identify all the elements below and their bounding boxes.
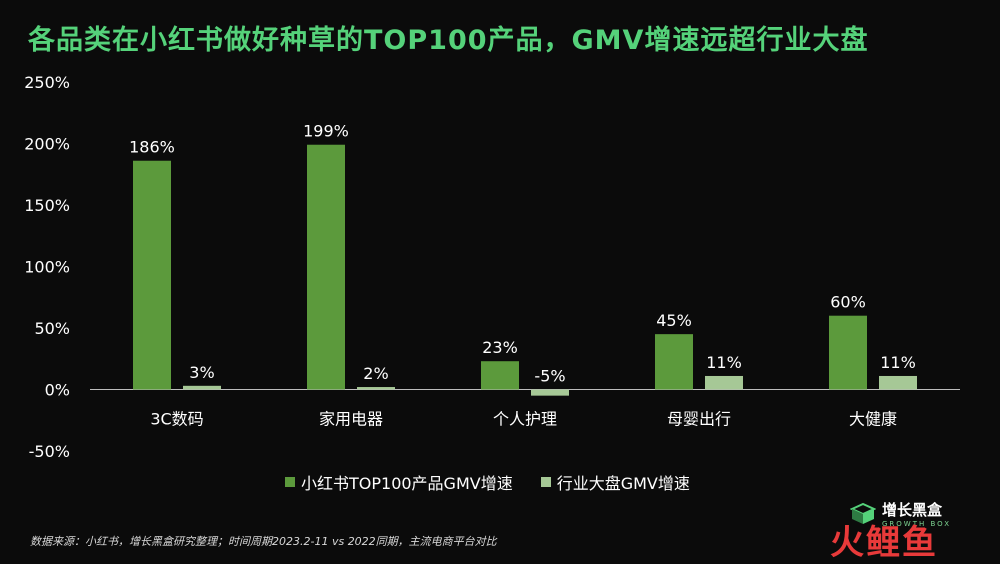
legend-label-series-1: 小红书TOP100产品GMV增速: [301, 474, 513, 493]
bar-series-2: [531, 389, 569, 396]
data-label-series-2: 11%: [706, 353, 742, 372]
legend-label-series-2: 行业大盘GMV增速: [556, 474, 690, 493]
y-tick-label: 50%: [34, 319, 70, 338]
x-category-label: 大健康: [849, 410, 897, 429]
bar-series-1: [481, 361, 519, 390]
data-label-series-2: 2%: [363, 364, 388, 383]
slide-title: 各品类在小红书做好种草的TOP100产品，GMV增速远超行业大盘: [28, 25, 869, 56]
x-category-label: 母婴出行: [667, 410, 731, 429]
bar-series-1: [655, 334, 693, 390]
x-category-label: 个人护理: [493, 410, 557, 429]
data-label-series-1: 45%: [656, 311, 692, 330]
data-label-series-1: 186%: [129, 138, 175, 157]
y-tick-label: 100%: [24, 258, 70, 277]
legend-swatch-series-2: [540, 477, 551, 487]
brand-subtitle: GROWTH BOX: [882, 520, 952, 528]
bar-series-2: [879, 375, 917, 390]
bar-series-2: [705, 375, 743, 390]
bar-series-1: [829, 315, 867, 390]
y-tick-label: -50%: [29, 442, 70, 461]
data-label-series-1: 60%: [830, 293, 866, 312]
bar-series-2: [183, 385, 221, 390]
data-label-series-2: 3%: [189, 363, 214, 382]
y-tick-label: 200%: [24, 135, 70, 154]
legend-item-series-2: 行业大盘GMV增速: [540, 470, 690, 494]
bar-series-2: [357, 387, 395, 390]
data-label-series-1: 23%: [482, 338, 518, 357]
chart-legend: 小红书TOP100产品GMV增速 行业大盘GMV增速: [285, 470, 690, 494]
x-category-label: 家用电器: [319, 410, 383, 429]
data-source-footnote: 数据来源：小红书，增长黑盒研究整理；时间周期2023.2-11 vs 2022同…: [30, 535, 497, 548]
x-category-label: 3C数码: [150, 410, 203, 429]
legend-item-series-1: 小红书TOP100产品GMV增速: [285, 470, 513, 494]
data-label-series-2: 11%: [880, 353, 916, 372]
corner-watermark-logo: 火鲤鱼: [830, 523, 938, 563]
y-tick-label: 250%: [24, 73, 70, 92]
bar-series-1: [133, 160, 171, 390]
legend-swatch-series-1: [285, 477, 295, 487]
data-label-series-1: 199%: [303, 122, 349, 141]
y-tick-label: 0%: [45, 381, 70, 400]
brand-logo: 增长黑盒 GROWTH BOX: [850, 499, 951, 528]
y-tick-label: 150%: [24, 196, 70, 215]
bar-series-1: [307, 144, 345, 390]
brand-name: 增长黑盒: [882, 501, 943, 519]
box-icon: [850, 502, 876, 524]
data-label-series-2: -5%: [534, 367, 565, 386]
